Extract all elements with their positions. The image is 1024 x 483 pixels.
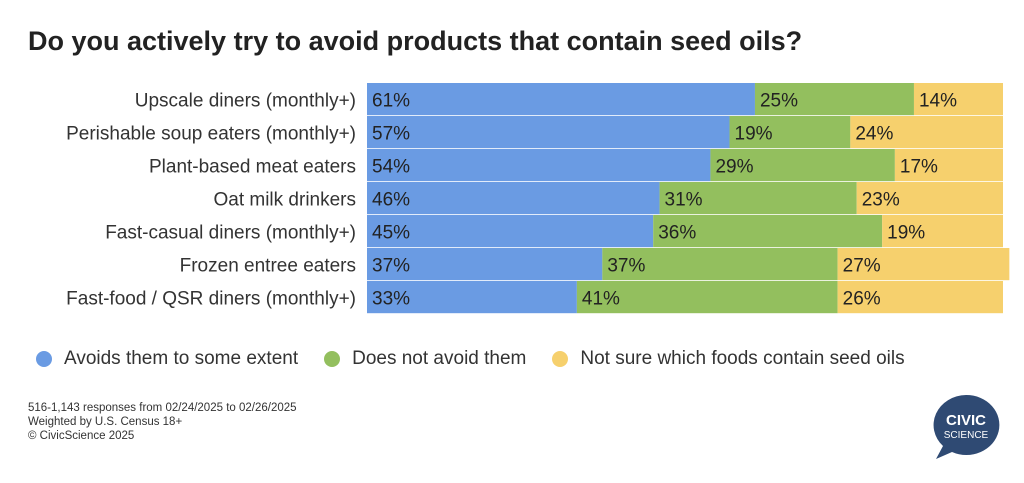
value-label-upscale-diners-monthly-avoids: 61%: [372, 91, 410, 112]
category-label-frozen-entree-eaters: Frozen entree eaters: [180, 256, 356, 277]
legend-label-avoids: Avoids them to some extent: [64, 348, 299, 369]
value-label-perishable-soup-eaters-monthly-not-sure: 24%: [855, 124, 893, 145]
category-labels: Upscale diners (monthly+) Perishable soup…: [66, 91, 356, 310]
bars: [367, 83, 1010, 314]
value-label-perishable-soup-eaters-monthly-avoids: 57%: [372, 124, 410, 145]
value-label-frozen-entree-eaters-not-sure: 27%: [843, 256, 881, 277]
bar-upscale-diners-monthly-does-not-avoid: [754, 83, 914, 116]
legend-item-not-sure: Not sure which foods contain seed oils: [552, 348, 905, 370]
value-label-oat-milk-drinkers-not-sure: 23%: [862, 190, 900, 211]
value-label-upscale-diners-monthly-not-sure: 14%: [919, 91, 957, 112]
logo-text-civic: CIVIC: [946, 412, 986, 429]
bar-plant-based-meat-eaters-does-not-avoid: [710, 149, 895, 182]
logo-text-science: SCIENCE: [944, 430, 989, 441]
bar-plant-based-meat-eaters-not-sure: [894, 149, 1003, 182]
legend-label-not-sure: Not sure which foods contain seed oils: [580, 348, 905, 369]
bar-frozen-entree-eaters-avoids: [367, 248, 603, 281]
value-label-perishable-soup-eaters-monthly-does-not-avoid: 19%: [735, 124, 773, 145]
legend-item-avoids: Avoids them to some extent: [36, 348, 298, 370]
value-label-frozen-entree-eaters-does-not-avoid: 37%: [607, 256, 645, 277]
footnote-copyright: © CivicScience 2025: [28, 430, 135, 442]
category-label-oat-milk-drinkers: Oat milk drinkers: [213, 190, 356, 211]
bar-oat-milk-drinkers-does-not-avoid: [659, 182, 857, 215]
bar-perishable-soup-eaters-monthly-not-sure: [850, 116, 1003, 149]
bar-frozen-entree-eaters-not-sure: [837, 248, 1010, 281]
bar-fast-food-qsr-diners-monthly-does-not-avoid: [576, 281, 838, 314]
category-label-upscale-diners-monthly: Upscale diners (monthly+): [135, 91, 356, 112]
bar-fast-casual-diners-monthly-avoids: [367, 215, 654, 248]
footnote-responses: 516-1,143 responses from 02/24/2025 to 0…: [28, 402, 297, 414]
value-label-fast-food-qsr-diners-monthly-avoids: 33%: [372, 289, 410, 310]
category-label-fast-food-qsr-diners-monthly: Fast-food / QSR diners (monthly+): [66, 289, 356, 310]
value-label-fast-casual-diners-monthly-does-not-avoid: 36%: [658, 223, 696, 244]
legend-swatch-does-not-avoid: [324, 351, 341, 367]
bar-oat-milk-drinkers-avoids: [367, 182, 660, 215]
value-label-plant-based-meat-eaters-does-not-avoid: 29%: [715, 157, 753, 178]
bar-fast-casual-diners-monthly-does-not-avoid: [653, 215, 883, 248]
value-label-upscale-diners-monthly-does-not-avoid: 25%: [760, 91, 798, 112]
chart-title: Do you actively try to avoid products th…: [28, 26, 803, 56]
speech-bubble-icon: [933, 394, 1000, 459]
legend-label-does-not-avoid: Does not avoid them: [352, 348, 527, 369]
value-label-fast-casual-diners-monthly-not-sure: 19%: [887, 223, 925, 244]
value-label-fast-casual-diners-monthly-avoids: 45%: [372, 223, 410, 244]
bar-fast-food-qsr-diners-monthly-avoids: [367, 281, 577, 314]
bar-plant-based-meat-eaters-avoids: [367, 149, 711, 182]
value-label-fast-food-qsr-diners-monthly-not-sure: 26%: [843, 289, 881, 310]
civicscience-logo: CIVIC SCIENCE: [933, 394, 1000, 459]
bar-fast-casual-diners-monthly-not-sure: [882, 215, 1003, 248]
bar-fast-food-qsr-diners-monthly-not-sure: [837, 281, 1003, 314]
bar-perishable-soup-eaters-monthly-does-not-avoid: [729, 116, 851, 149]
value-label-oat-milk-drinkers-avoids: 46%: [372, 190, 410, 211]
bar-perishable-soup-eaters-monthly-avoids: [367, 116, 730, 149]
value-label-fast-food-qsr-diners-monthly-does-not-avoid: 41%: [582, 289, 620, 310]
category-label-perishable-soup-eaters-monthly: Perishable soup eaters (monthly+): [66, 124, 356, 145]
footnote-weighting: Weighted by U.S. Census 18+: [28, 416, 183, 428]
bar-upscale-diners-monthly-not-sure: [913, 83, 1003, 116]
legend: Avoids them to some extent Does not avoi…: [36, 348, 931, 370]
legend-swatch-not-sure: [552, 351, 569, 367]
value-labels: 61% 25% 14% 57% 19% 24% 54% 29% 17% 46% 31% 23% 45% 3…: [372, 91, 957, 310]
value-label-oat-milk-drinkers-does-not-avoid: 31%: [665, 190, 703, 211]
bar-frozen-entree-eaters-does-not-avoid: [602, 248, 838, 281]
value-label-plant-based-meat-eaters-not-sure: 17%: [900, 157, 938, 178]
value-label-plant-based-meat-eaters-avoids: 54%: [372, 157, 410, 178]
footnotes: 516-1,143 responses from 02/24/2025 to 0…: [28, 401, 297, 443]
legend-swatch-avoids: [36, 351, 52, 367]
category-label-fast-casual-diners-monthly: Fast-casual diners (monthly+): [105, 223, 356, 244]
category-label-plant-based-meat-eaters: Plant-based meat eaters: [149, 157, 356, 178]
bar-upscale-diners-monthly-avoids: [367, 83, 755, 116]
bar-oat-milk-drinkers-not-sure: [856, 182, 1003, 215]
value-label-frozen-entree-eaters-avoids: 37%: [372, 256, 410, 277]
legend-item-does-not-avoid: Does not avoid them: [324, 348, 526, 370]
